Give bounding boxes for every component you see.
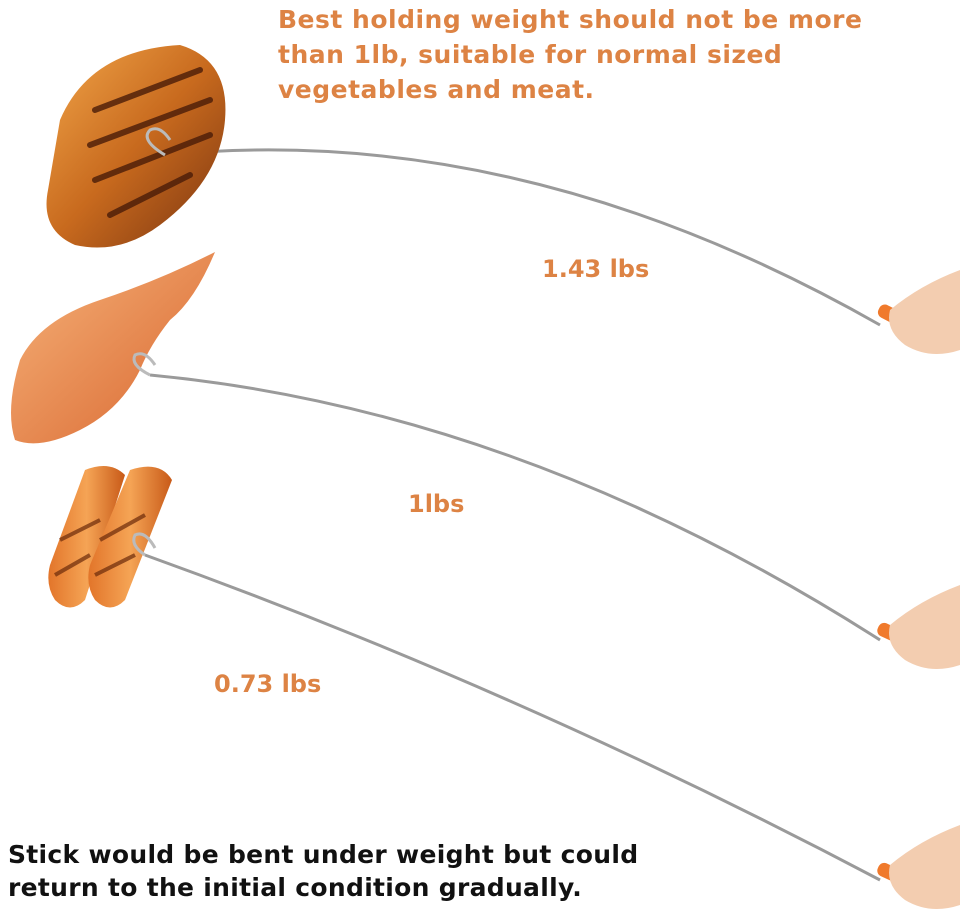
hand-1 (877, 270, 960, 354)
chicken-wing-image (11, 252, 215, 444)
stick-2 (149, 373, 881, 642)
weight-label-sausages: 0.73 lbs (214, 670, 322, 698)
top-note: Best holding weight should not be more t… (278, 5, 863, 104)
weight-label-wing: 1lbs (408, 490, 465, 518)
stick-3 (144, 553, 881, 882)
sausages-image (48, 466, 172, 608)
stick-1 (164, 148, 881, 327)
hand-2 (877, 585, 960, 669)
bottom-note: Stick would be bent under weight but cou… (8, 840, 639, 902)
steak-image (46, 45, 226, 248)
weight-label-steak: 1.43 lbs (542, 255, 650, 283)
hand-3 (877, 825, 960, 909)
